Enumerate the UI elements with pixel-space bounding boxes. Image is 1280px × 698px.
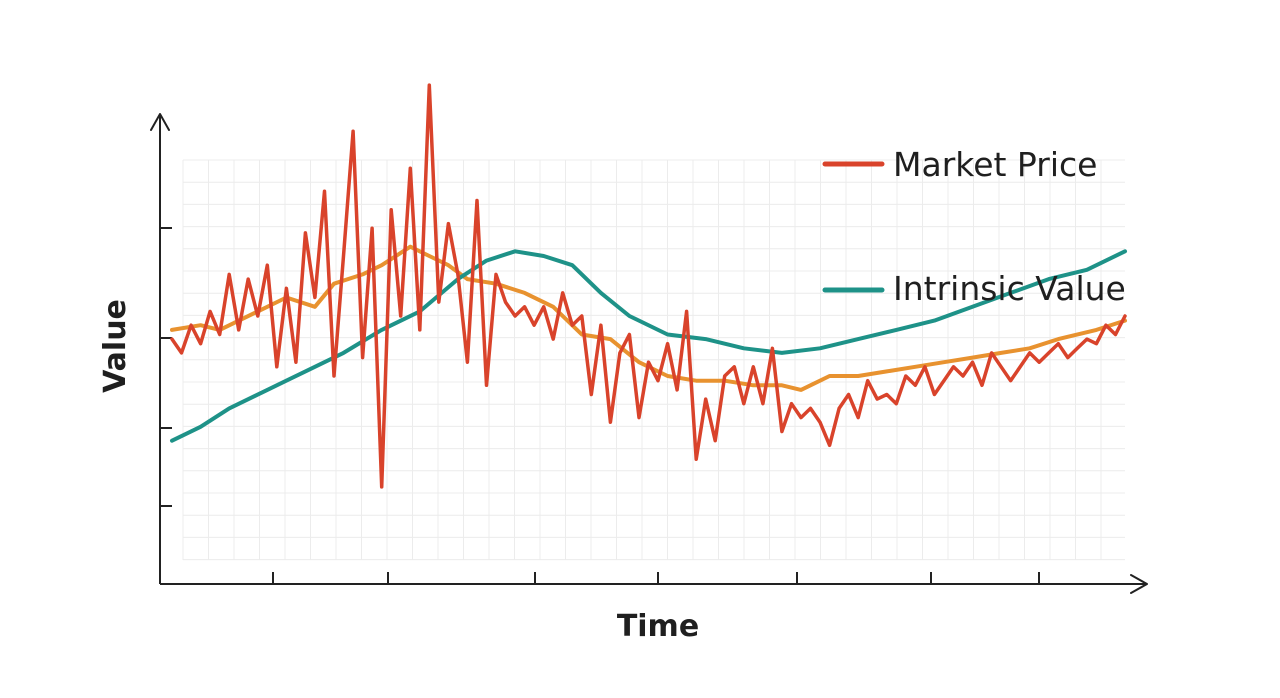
legend-label-intrinsic-value: Intrinsic Value — [893, 269, 1126, 308]
legend: Market Price Intrinsic Value — [822, 145, 1126, 308]
x-axis-arrow-icon — [1130, 574, 1148, 594]
x-axis-label: Time — [617, 609, 699, 644]
y-axis-label: Value — [98, 299, 133, 393]
axes — [150, 113, 1148, 594]
series-line-intrinsic-value — [170, 249, 1127, 443]
series-layer — [170, 83, 1127, 489]
legend-label-market-price: Market Price — [893, 145, 1097, 184]
series-line-market-price — [170, 83, 1127, 489]
y-axis-arrow-icon — [150, 113, 170, 131]
